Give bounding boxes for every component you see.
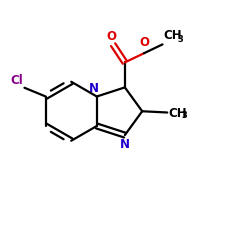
Text: N: N <box>120 138 130 151</box>
Text: Cl: Cl <box>10 74 23 86</box>
Text: O: O <box>139 36 149 49</box>
Text: CH: CH <box>168 107 187 120</box>
Text: 3: 3 <box>177 35 183 44</box>
Text: N: N <box>89 82 99 94</box>
Text: O: O <box>107 30 117 44</box>
Text: CH: CH <box>164 29 182 42</box>
Text: 3: 3 <box>182 112 188 120</box>
